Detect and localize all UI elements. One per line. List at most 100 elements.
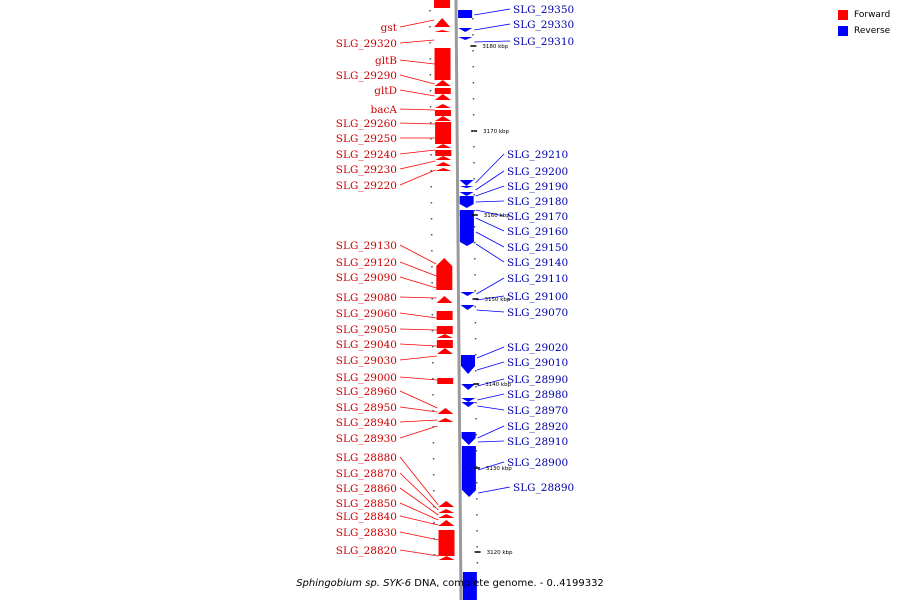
forward-gene-shape (436, 340, 453, 348)
minor-tick (431, 314, 434, 316)
minor-tick (431, 330, 434, 332)
forward-gene-label[interactable]: SLG_29130 (336, 240, 397, 252)
forward-gene-label[interactable]: SLG_29250 (336, 133, 397, 145)
reverse-gene-label[interactable]: SLG_29310 (513, 36, 574, 48)
forward-gene-label[interactable]: gltD (374, 85, 397, 97)
forward-gene-shape (434, 48, 451, 80)
minor-tick (432, 474, 435, 476)
minor-tick (433, 554, 436, 556)
reverse-leader-line (476, 277, 505, 295)
forward-gene-label[interactable]: SLG_29260 (336, 118, 397, 130)
reverse-gene-label[interactable]: SLG_29140 (507, 257, 568, 269)
forward-leader-line (399, 487, 439, 516)
reverse-gene-label[interactable]: SLG_28910 (507, 436, 568, 448)
reverse-gene-label[interactable]: SLG_29160 (507, 226, 568, 238)
forward-gene-label[interactable]: SLG_28880 (336, 452, 397, 464)
forward-gene-label[interactable]: SLG_29060 (336, 308, 397, 320)
forward-gene-shape (437, 418, 454, 422)
forward-gene-label[interactable]: SLG_29050 (336, 324, 397, 336)
chromosome-backbone (454, 0, 463, 600)
minor-tick (429, 10, 431, 12)
reverse-leader-line (477, 393, 505, 401)
forward-leader-line (399, 328, 437, 331)
minor-tick (430, 138, 432, 140)
forward-gene-label[interactable]: SLG_28960 (336, 386, 397, 398)
forward-leader-line (399, 244, 437, 265)
minor-tick (476, 530, 478, 532)
forward-gene-label[interactable]: SLG_29030 (336, 355, 397, 367)
scale-tick-label: 3130 kbp (486, 466, 512, 472)
reverse-gene-label[interactable]: SLG_29020 (507, 342, 568, 354)
forward-gene-label[interactable]: SLG_29080 (336, 292, 397, 304)
forward-gene-label[interactable]: SLG_28830 (336, 527, 397, 539)
minor-tick (475, 466, 478, 468)
reverse-gene-label[interactable]: SLG_29170 (507, 211, 568, 223)
forward-gene-label[interactable]: SLG_29240 (336, 149, 397, 161)
minor-tick (430, 218, 433, 220)
reverse-gene-label[interactable]: SLG_29100 (507, 291, 568, 303)
minor-tick (473, 162, 475, 164)
minor-tick (473, 210, 476, 212)
minor-tick (431, 346, 434, 348)
forward-gene-label[interactable]: SLG_28860 (336, 483, 397, 495)
forward-gene-label[interactable]: SLG_28950 (336, 402, 397, 414)
reverse-gene-label[interactable]: SLG_29010 (507, 357, 568, 369)
forward-leader-line (399, 276, 437, 289)
reverse-gene-label[interactable]: SLG_29330 (513, 19, 574, 31)
reverse-gene-label[interactable]: SLG_29180 (507, 196, 568, 208)
reverse-gene-shape (461, 446, 476, 490)
reverse-gene-label[interactable]: SLG_28990 (507, 374, 568, 386)
reverse-gene-shape (458, 37, 473, 40)
scale-tick-label: 3170 kbp (483, 129, 509, 135)
forward-gene-label[interactable]: SLG_29090 (336, 272, 397, 284)
reverse-gene-label[interactable]: SLG_28900 (507, 457, 568, 469)
forward-gene-label[interactable]: SLG_28840 (336, 511, 397, 523)
forward-gene-label[interactable]: SLG_28870 (336, 468, 397, 480)
forward-gene-label[interactable]: SLG_28940 (336, 417, 397, 429)
reverse-gene-label[interactable]: SLG_28890 (513, 482, 574, 494)
reverse-leader-line (476, 346, 505, 359)
forward-gene-label[interactable]: SLG_29120 (336, 257, 397, 269)
reverse-gene-label[interactable]: SLG_28980 (507, 389, 568, 401)
reverse-gene-shape (459, 192, 474, 196)
minor-tick (432, 426, 435, 428)
reverse-leader-line (478, 486, 511, 494)
reverse-gene-label[interactable]: SLG_29190 (507, 181, 568, 193)
forward-gene-label[interactable]: SLG_28820 (336, 545, 397, 557)
forward-gene-label[interactable]: SLG_29040 (336, 339, 397, 351)
reverse-gene-label[interactable]: SLG_29150 (507, 242, 568, 254)
forward-leader-line (399, 390, 438, 409)
reverse-gene-label[interactable]: SLG_28970 (507, 405, 568, 417)
reverse-gene-shape (459, 210, 474, 216)
minor-tick (472, 34, 474, 36)
reverse-gene-label[interactable]: SLG_29210 (507, 149, 568, 161)
forward-gene-shape (438, 556, 455, 560)
genome-caption: Sphingobium sp. SYK-6 DNA, complete geno… (0, 578, 900, 589)
reverse-leader-line (475, 200, 505, 203)
forward-gene-label[interactable]: SLG_29290 (336, 70, 397, 82)
reverse-gene-label[interactable]: SLG_29200 (507, 166, 568, 178)
minor-tick (474, 306, 476, 308)
forward-gene-shape (434, 0, 451, 8)
reverse-gene-label[interactable]: SLG_28920 (507, 421, 568, 433)
forward-gene-shape (438, 509, 455, 513)
reverse-leader-line (477, 461, 505, 471)
forward-gene-label[interactable]: SLG_29000 (336, 372, 397, 384)
reverse-gene-label[interactable]: SLG_29350 (513, 4, 574, 16)
forward-gene-label[interactable]: gltB (375, 55, 397, 67)
reverse-gene-label[interactable]: SLG_29070 (507, 307, 568, 319)
forward-gene-label[interactable]: SLG_28850 (336, 498, 397, 510)
forward-gene-label[interactable]: bacA (371, 104, 398, 116)
minor-tick (432, 458, 435, 460)
forward-gene-label[interactable]: SLG_29230 (336, 164, 397, 176)
forward-gene-label[interactable]: SLG_29220 (336, 180, 397, 192)
minor-tick (472, 18, 474, 20)
forward-gene-label[interactable]: gst (381, 22, 398, 34)
forward-gene-label[interactable]: SLG_28930 (336, 433, 397, 445)
reverse-gene-label[interactable]: SLG_29110 (507, 273, 568, 285)
forward-leader-line (399, 160, 436, 170)
forward-gene-label[interactable]: SLG_29320 (336, 38, 397, 50)
forward-leader-line (399, 149, 436, 155)
forward-leader-line (399, 502, 439, 521)
